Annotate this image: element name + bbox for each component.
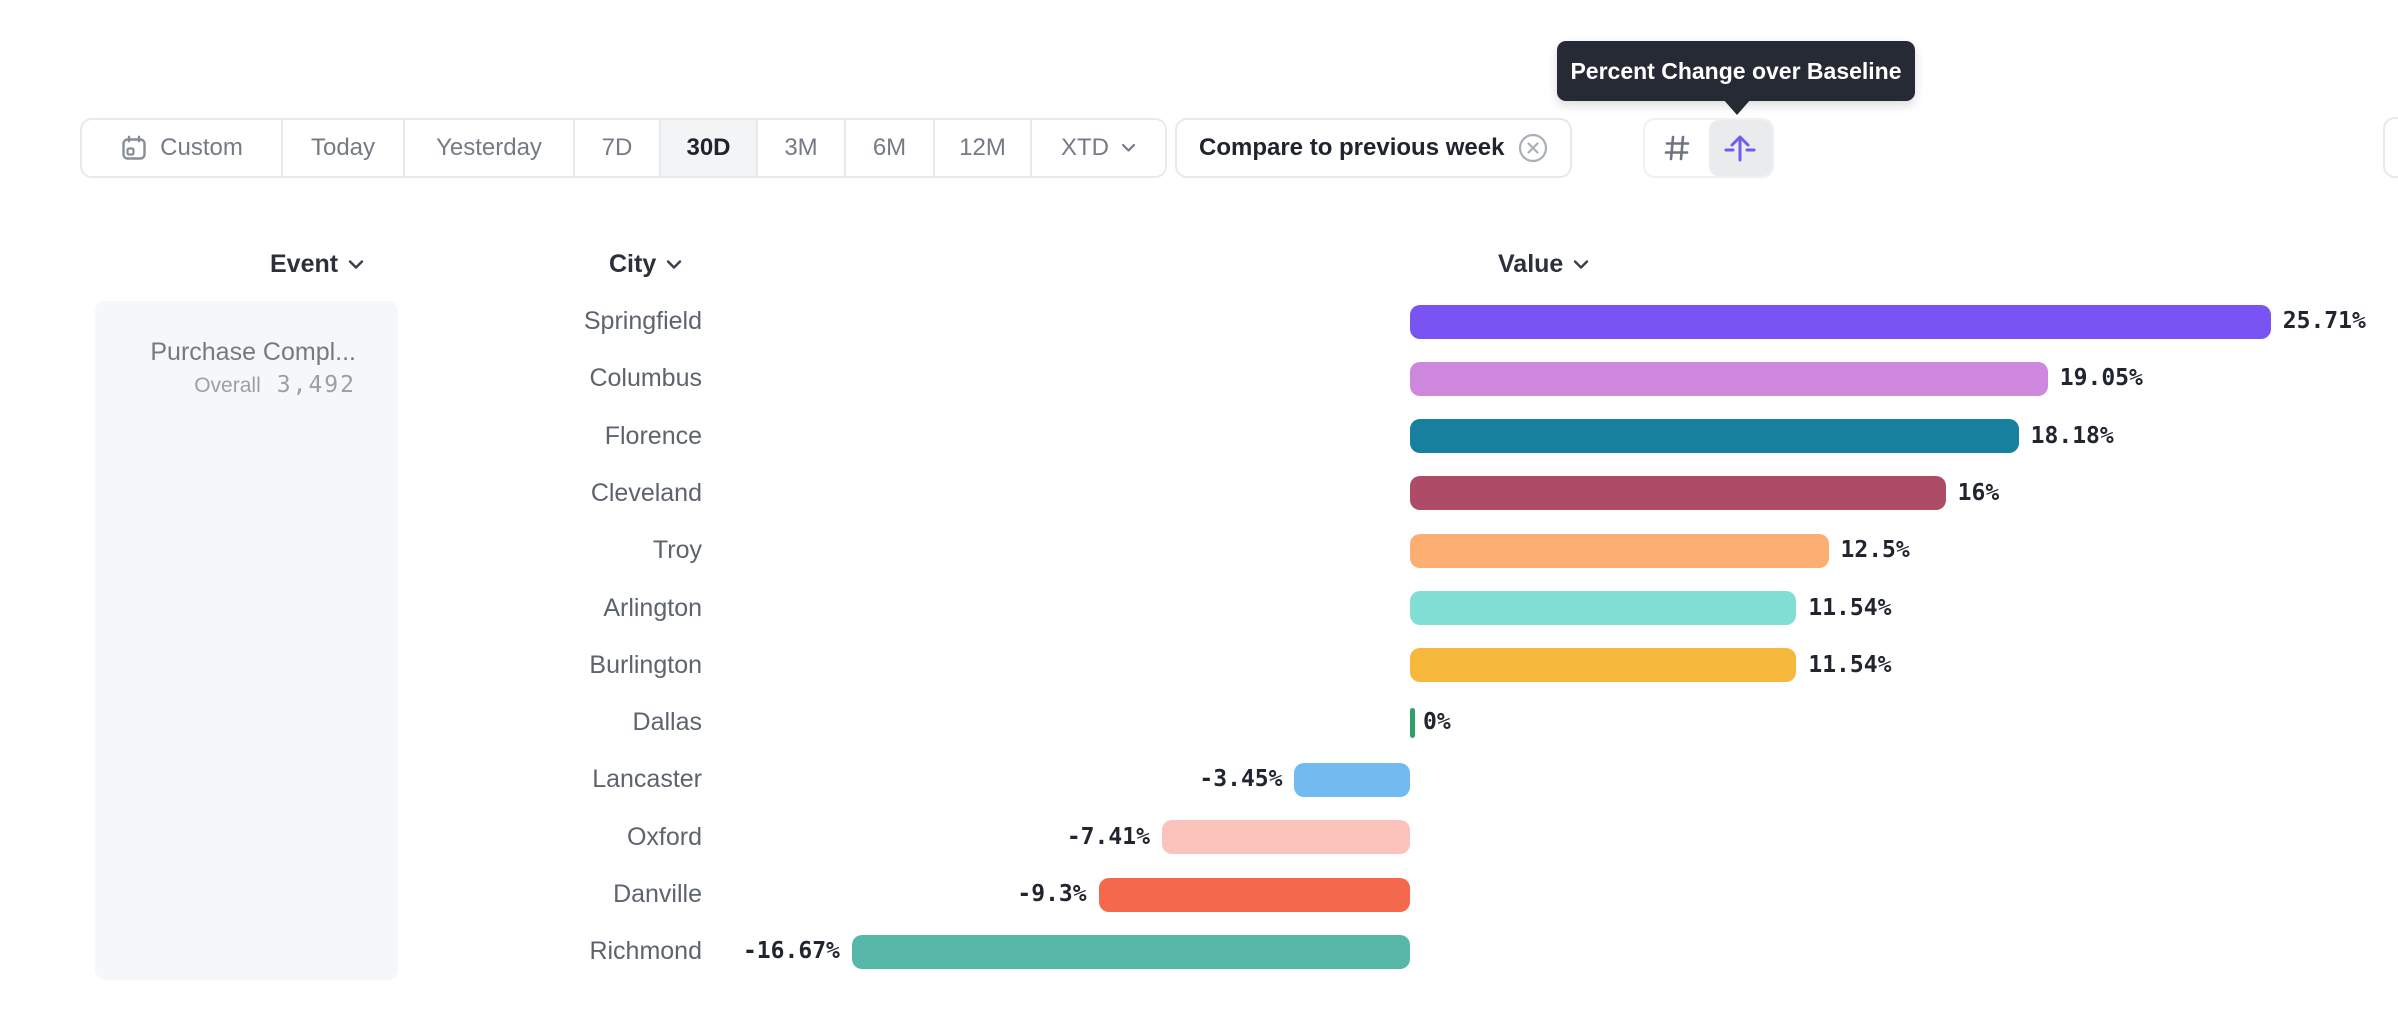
bar-row-florence: Florence 18.18% <box>0 408 2398 465</box>
calendar-icon <box>120 134 148 162</box>
zero-baseline-tick[interactable] <box>1410 707 1415 738</box>
value-label: 12.5% <box>1840 537 1910 564</box>
tooltip-text: Percent Change over Baseline <box>1570 57 1902 84</box>
bar-row-arlington: Arlington 11.54% <box>0 580 2398 637</box>
city-label: Arlington <box>603 593 702 622</box>
bar-row-lancaster: Lancaster -3.45% <box>0 751 2398 808</box>
value-label: 11.54% <box>1808 651 1892 678</box>
date-range-label: XTD <box>1061 134 1109 161</box>
date-range-label: Yesterday <box>436 134 542 161</box>
city-label: Lancaster <box>592 765 702 794</box>
bar-row-dallas: Dallas 0% <box>0 694 2398 751</box>
event-title: Purchase Compl... <box>150 338 356 366</box>
bar-row-cleveland: Cleveland 16% <box>0 465 2398 522</box>
column-header-city[interactable]: City <box>609 248 682 280</box>
compare-button-label: Compare to previous week <box>1199 134 1505 161</box>
date-range-label: Today <box>310 134 376 161</box>
city-label: Springfield <box>583 307 702 335</box>
tooltip-arrow <box>1723 99 1751 115</box>
city-label: Columbus <box>589 364 702 393</box>
date-range-label: 7D <box>601 134 633 161</box>
bar-row-columbus: Columbus 19.05% <box>0 350 2398 407</box>
value-label: -9.3% <box>1017 881 1087 907</box>
bar-lancaster[interactable] <box>1294 762 1410 797</box>
date-range-control: Custom Today Yesterday 7D 30D 3M 6M 12M XTD <box>80 118 1167 178</box>
bar-cleveland[interactable] <box>1410 476 1946 511</box>
chevron-down-icon <box>1121 143 1136 153</box>
value-label: 16% <box>1957 479 2000 506</box>
city-label: Dallas <box>632 708 702 737</box>
date-range-label: Custom <box>160 134 243 161</box>
bar-richmond[interactable] <box>851 934 1410 969</box>
city-label: Richmond <box>589 937 702 966</box>
city-label: Florence <box>604 421 702 450</box>
bar-oxford[interactable] <box>1161 820 1410 855</box>
value-label: 19.05% <box>2059 365 2143 392</box>
clipped-right-button[interactable] <box>2383 117 2398 178</box>
city-label: Danville <box>613 880 702 908</box>
bar-florence[interactable] <box>1410 419 2019 454</box>
date-range-3m[interactable]: 3M <box>758 120 846 176</box>
tooltip-percent-change: Percent Change over Baseline <box>1557 41 1915 115</box>
chevron-down-icon <box>348 259 364 270</box>
bar-row-richmond: Richmond -16.67% <box>0 923 2398 980</box>
value-label: 18.18% <box>2030 422 2114 449</box>
city-header-label: City <box>609 249 657 278</box>
column-header-event[interactable]: Event <box>270 248 364 280</box>
date-range-label: 12M <box>959 134 1006 161</box>
city-label: Burlington <box>589 650 702 679</box>
date-range-30d[interactable]: 30D <box>661 120 758 176</box>
event-overall-row: Overall 3,492 <box>150 372 356 398</box>
value-label: -3.45% <box>1199 766 1283 793</box>
date-range-xtd[interactable]: XTD <box>1032 120 1165 176</box>
bar-arlington[interactable] <box>1410 591 1797 626</box>
view-mode-absolute-button[interactable] <box>1645 120 1709 176</box>
date-range-12m[interactable]: 12M <box>935 120 1032 176</box>
bar-row-danville: Danville -9.3% <box>0 866 2398 923</box>
bar-chart: Springfield 25.71% Columbus 19.05% Florence 1… <box>0 293 2398 981</box>
bar-columbus[interactable] <box>1410 361 2048 396</box>
bar-row-troy: Troy 12.5% <box>0 522 2398 579</box>
date-range-6m[interactable]: 6M <box>846 120 935 176</box>
view-mode-percent-change-button[interactable] <box>1708 120 1772 176</box>
bar-burlington[interactable] <box>1410 648 1797 683</box>
overall-label: Overall <box>194 374 261 397</box>
value-label: -16.67% <box>742 938 840 965</box>
hash-icon <box>1660 131 1694 165</box>
value-label: 11.54% <box>1808 594 1892 621</box>
date-range-label: 6M <box>872 134 907 161</box>
bar-troy[interactable] <box>1410 533 1829 568</box>
overall-value: 3,492 <box>276 372 356 398</box>
city-label: Troy <box>652 536 702 565</box>
bar-row-oxford: Oxford -7.41% <box>0 809 2398 866</box>
bar-springfield[interactable] <box>1410 304 2271 339</box>
toolbar: Custom Today Yesterday 7D 30D 3M 6M 12M XTD Comp… <box>0 117 2398 178</box>
bar-row-springfield: Springfield 25.71% <box>0 293 2398 350</box>
date-range-label: 3M <box>784 134 818 161</box>
date-range-custom[interactable]: Custom <box>82 120 283 176</box>
value-header-label: Value <box>1498 249 1564 278</box>
date-range-today[interactable]: Today <box>283 120 405 176</box>
value-label: -7.41% <box>1066 823 1150 850</box>
value-label: 25.71% <box>2282 308 2366 334</box>
percent-change-icon <box>1722 130 1758 166</box>
date-range-yesterday[interactable]: Yesterday <box>405 120 575 176</box>
chevron-down-icon <box>666 259 682 270</box>
event-card[interactable]: Purchase Compl... Overall 3,492 <box>95 301 398 980</box>
date-range-7d[interactable]: 7D <box>575 120 661 176</box>
compare-to-previous-week-button[interactable]: Compare to previous week <box>1175 118 1573 178</box>
close-circle-icon[interactable] <box>1518 133 1548 163</box>
value-display-toggle <box>1643 118 1774 178</box>
bar-danville[interactable] <box>1098 877 1410 912</box>
date-range-label: 30D <box>686 134 731 161</box>
value-label: 0% <box>1423 709 1451 736</box>
city-label: Cleveland <box>590 478 702 507</box>
event-card-content: Purchase Compl... Overall 3,492 <box>150 334 356 398</box>
bar-row-burlington: Burlington 11.54% <box>0 637 2398 694</box>
city-label: Oxford <box>626 822 702 851</box>
chevron-down-icon <box>1573 259 1589 270</box>
column-header-value[interactable]: Value <box>1498 248 1589 280</box>
event-header-label: Event <box>270 249 339 278</box>
